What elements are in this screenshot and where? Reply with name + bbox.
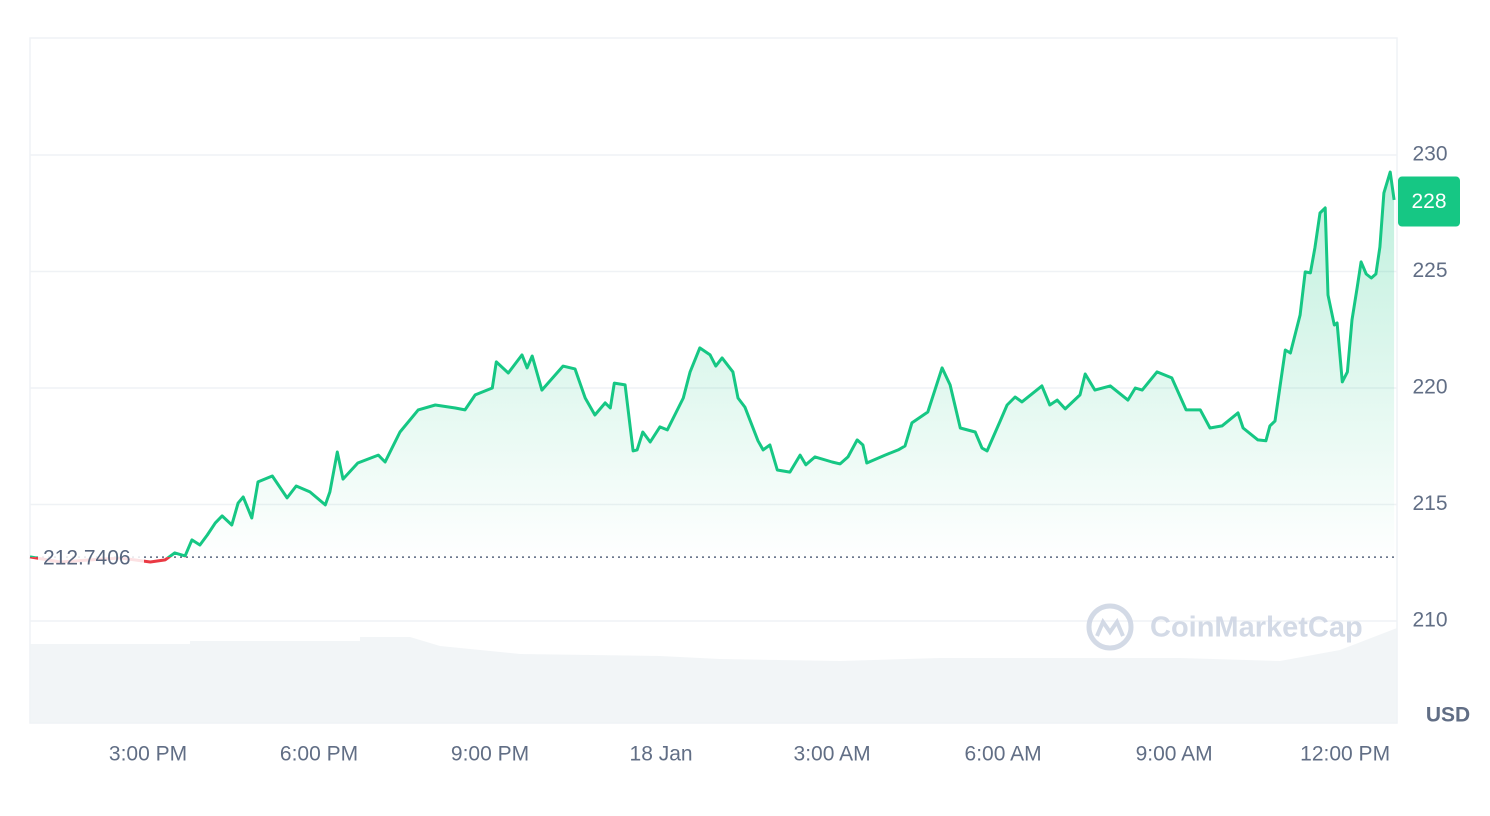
watermark-text: CoinMarketCap <box>1150 612 1363 644</box>
y-tick-label: 220 <box>1412 376 1447 399</box>
x-tick-label: 9:00 AM <box>1136 743 1213 766</box>
current-price-badge <box>1398 176 1460 227</box>
x-tick-label: 6:00 PM <box>280 743 358 766</box>
x-tick-label: 9:00 PM <box>451 743 529 766</box>
baseline-label: 212.7406 <box>43 547 131 570</box>
baseline-label-bg <box>38 543 144 572</box>
y-tick-label: 225 <box>1412 259 1447 282</box>
price-line-up <box>29 170 1396 558</box>
volume-area <box>30 628 1397 723</box>
x-tick-label: 6:00 AM <box>965 743 1042 766</box>
watermark-logo <box>1086 603 1134 651</box>
y-unit: USD <box>1426 704 1470 727</box>
area-layer <box>30 172 1395 558</box>
current-price-label: 228 <box>1411 190 1446 213</box>
y-tick-label: 210 <box>1412 608 1447 631</box>
x-tick-label: 18 Jan <box>630 743 693 766</box>
line-layer: 212.7406 228 <box>29 170 1460 572</box>
y-tick-label: 215 <box>1412 492 1447 515</box>
watermark-logo-mark <box>1095 617 1125 637</box>
x-tick-label: 3:00 PM <box>109 743 187 766</box>
x-tick-label: 12:00 PM <box>1300 743 1390 766</box>
y-tick-label: 230 <box>1412 143 1447 166</box>
price-area <box>30 172 1395 558</box>
x-tick-label: 3:00 AM <box>794 743 871 766</box>
watermark: CoinMarketCap <box>1086 603 1363 651</box>
